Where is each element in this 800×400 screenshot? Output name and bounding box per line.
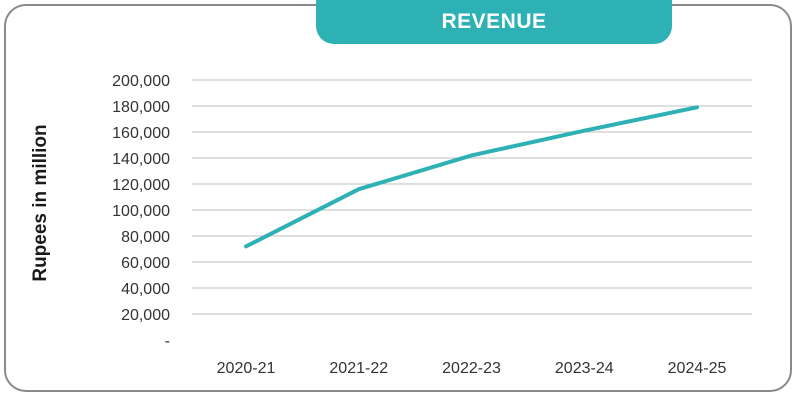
y-tick-label: 60,000 <box>121 255 170 272</box>
x-tick-label: 2021-22 <box>329 360 388 377</box>
x-tick-labels: 2020-21 2021-22 2022-23 2023-24 2024-25 <box>217 360 727 377</box>
x-tick-label: 2023-24 <box>555 360 614 377</box>
y-tick-label: 200,000 <box>112 73 170 90</box>
chart-frame <box>4 4 792 392</box>
x-tick-label: 2024-25 <box>668 360 727 377</box>
y-tick-label: 100,000 <box>112 203 170 220</box>
y-tick-labels: - 20,000 40,000 60,000 80,000 100,000 120,000 1… <box>112 73 170 350</box>
x-tick-label: 2022-23 <box>442 360 501 377</box>
y-axis-title: Rupees in million <box>30 124 51 281</box>
y-tick-label: 120,000 <box>112 177 170 194</box>
y-tick-label: 160,000 <box>112 125 170 142</box>
x-tick-label: 2020-21 <box>217 360 276 377</box>
series-lines <box>244 105 699 249</box>
y-tick-label: 140,000 <box>112 151 170 168</box>
revenue-series-line <box>244 105 699 249</box>
y-tick-label: 180,000 <box>112 99 170 116</box>
y-tick-label: - <box>165 333 170 350</box>
grid-lines <box>192 79 752 315</box>
y-tick-label: 40,000 <box>121 281 170 298</box>
chart-title: REVENUE <box>316 0 672 44</box>
y-tick-label: 20,000 <box>121 307 170 324</box>
y-tick-label: 80,000 <box>121 229 170 246</box>
